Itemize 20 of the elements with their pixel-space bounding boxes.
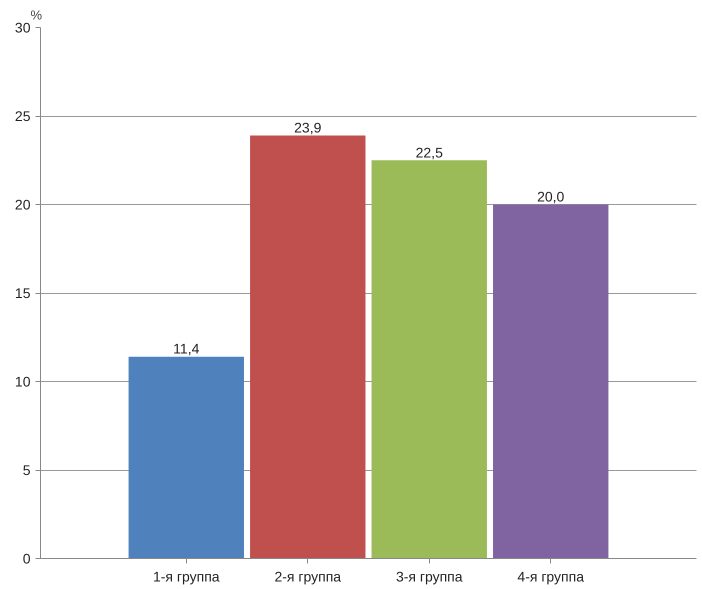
data-label: 20,0	[537, 188, 565, 204]
y-tick-label: 10	[14, 374, 31, 390]
y-axis-title: %	[30, 8, 42, 22]
y-tick-label: 15	[14, 285, 31, 301]
y-tick-label: 30	[14, 20, 31, 36]
y-tick-label: 5	[22, 462, 31, 478]
data-label: 22,5	[416, 144, 444, 160]
bar	[250, 135, 366, 558]
x-tick-label: 4-я группа	[517, 568, 584, 584]
bar	[372, 160, 487, 558]
data-label: 11,4	[173, 340, 200, 357]
y-tick-label: 20	[14, 196, 31, 212]
bar	[493, 204, 608, 558]
x-tick-label: 2-я группа	[274, 568, 342, 584]
x-tick-label: 3-я группа	[396, 568, 463, 584]
data-label: 23,9	[294, 119, 322, 136]
y-tick-label: 25	[14, 108, 31, 124]
x-tick-label: 1-я группа	[152, 568, 220, 584]
y-tick-label: 0	[22, 550, 31, 566]
bar	[128, 356, 244, 558]
